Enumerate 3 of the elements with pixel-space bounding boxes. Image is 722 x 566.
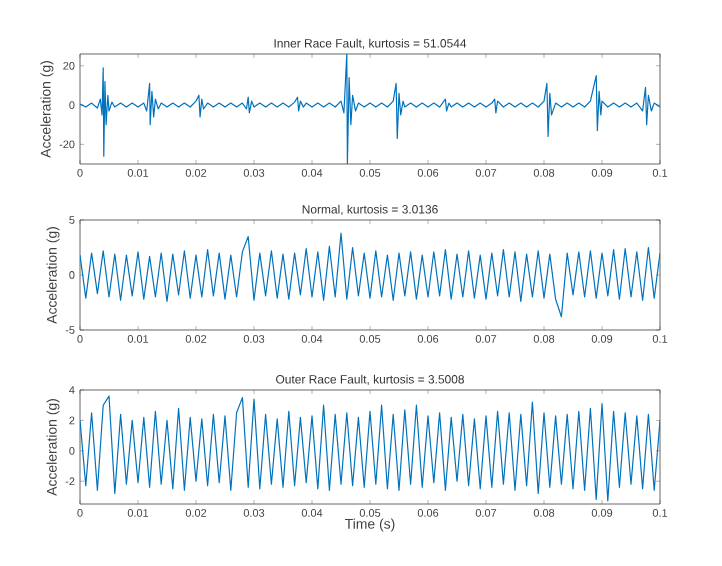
line-series [80, 232, 661, 318]
line-series [80, 395, 661, 502]
line-series [80, 53, 661, 164]
